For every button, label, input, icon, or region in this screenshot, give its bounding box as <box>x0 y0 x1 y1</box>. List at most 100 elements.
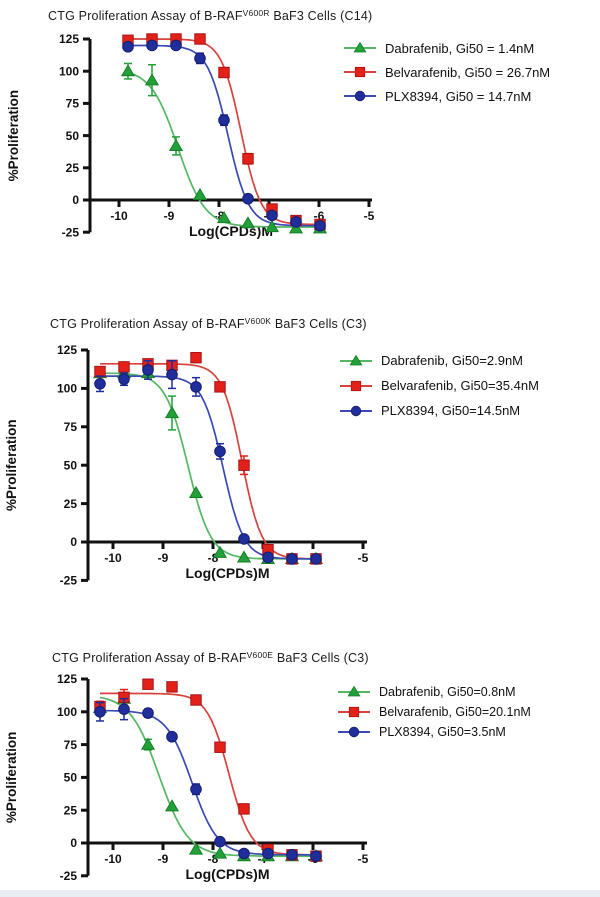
legend-item-dabrafenib: Dabrafenib, Gi50=0.8nM <box>336 682 531 702</box>
title-text: CTG Proliferation Assay of B-RAF <box>48 9 243 23</box>
data-point-circle <box>142 364 154 376</box>
plot-area: 1251007550250-25-10-9-8-7-6-5Log(CPDs)M%… <box>0 26 600 261</box>
curve-belvarafenib <box>100 362 317 560</box>
data-point-triangle <box>120 64 136 77</box>
series-plx8394 <box>94 360 322 565</box>
legend-item-plx8394: PLX8394, Gi50=3.5nM <box>336 722 531 742</box>
data-point-square <box>238 459 250 471</box>
title-text: CTG Proliferation Assay of B-RAF <box>50 317 245 331</box>
data-point-triangle <box>188 842 204 855</box>
y-tick-label: 50 <box>64 458 78 472</box>
circle-marker-icon <box>342 89 378 103</box>
y-tick-label: -25 <box>60 574 78 588</box>
data-point-circle <box>94 706 106 718</box>
title-superscript: V600R <box>242 8 270 18</box>
chart-block-v600e: CTG Proliferation Assay of B-RAFV600E Ba… <box>0 640 600 897</box>
data-point-circle <box>310 553 322 565</box>
x-tick-label: -10 <box>104 551 122 565</box>
data-point-square <box>94 365 106 378</box>
data-point-square <box>190 694 202 706</box>
chart-block-v600k: CTG Proliferation Assay of B-RAFV600K Ba… <box>0 302 600 640</box>
y-axis-title: %Proliferation <box>6 90 21 182</box>
y-tick-label: 50 <box>66 129 80 143</box>
curve-dabrafenib <box>99 372 316 560</box>
data-point-circle <box>242 192 254 205</box>
chart-svg: 1251007550250-25-10-9-8-7-6-5Log(CPDs)M%… <box>4 343 369 587</box>
x-axis-title: Log(CPDs)M <box>186 866 270 882</box>
legend-label: PLX8394, Gi50=14.5nM <box>381 403 521 418</box>
x-tick-label: -5 <box>358 551 369 565</box>
circle-marker-icon <box>336 725 372 739</box>
data-point-triangle <box>212 545 228 558</box>
legend-item-belvarafenib: Belvarafenib, Gi50 = 26.7nM <box>342 60 550 84</box>
legend-item-belvarafenib: Belvarafenib, Gi50=35.4nM <box>338 373 539 398</box>
data-point-triangle <box>192 187 208 200</box>
legend-item-dabrafenib: Dabrafenib, Gi50=2.9nM <box>338 348 539 373</box>
title-suffix: BaF3 Cells (C3) <box>273 651 369 665</box>
triangle-marker-icon <box>338 354 374 368</box>
curve-dabrafenib <box>127 71 320 228</box>
x-tick-label: -9 <box>158 551 169 565</box>
series-dabrafenib <box>92 366 324 564</box>
legend-item-belvarafenib: Belvarafenib, Gi50=20.1nM <box>336 702 531 722</box>
y-tick-label: 100 <box>57 382 77 396</box>
curve-belvarafenib <box>100 692 317 856</box>
triangle-marker-icon <box>336 685 372 699</box>
y-tick-label: 125 <box>59 32 79 46</box>
data-point-square <box>142 678 154 690</box>
data-point-circle <box>94 377 106 390</box>
series-plx8394 <box>94 697 322 862</box>
data-point-circle <box>310 850 322 862</box>
series-dabrafenib <box>92 691 324 862</box>
legend-marker-glyph <box>344 41 376 53</box>
x-tick-label: -8 <box>208 551 219 565</box>
data-point-triangle <box>188 485 204 498</box>
y-tick-label: 0 <box>70 535 77 549</box>
legend-marker-glyph <box>340 380 372 391</box>
axis-labels: 1251007550250-25-10-9-8-7-6-5Log(CPDs)M%… <box>4 343 369 587</box>
chart-title: CTG Proliferation Assay of B-RAFV600R Ba… <box>48 8 372 23</box>
data-point-circle <box>214 445 226 458</box>
curve-plx8394 <box>100 709 316 856</box>
square-marker-icon <box>338 379 374 393</box>
y-tick-label: 75 <box>64 738 78 752</box>
title-suffix: BaF3 Cells (C3) <box>271 317 367 331</box>
data-point-circle <box>290 216 302 228</box>
axis-labels: 1251007550250-25-10-9-8-7-6-5Log(CPDs)M%… <box>6 32 375 239</box>
y-tick-label: 125 <box>57 672 77 686</box>
data-point-square <box>242 153 254 165</box>
square-marker-icon <box>342 65 378 79</box>
data-point-triangle <box>164 799 180 812</box>
y-axis-title: %Proliferation <box>4 732 19 824</box>
legend-label: Dabrafenib, Gi50=2.9nM <box>381 353 524 368</box>
data-point-circle <box>262 551 274 564</box>
data-point-triangle <box>212 846 228 859</box>
x-tick-label: -8 <box>208 852 219 866</box>
data-point-triangle <box>140 737 156 750</box>
legend-marker-glyph <box>344 66 376 78</box>
data-point-circle <box>194 52 206 65</box>
plot-area: 1251007550250-25-10-9-8-7-6-5Log(CPDs)M%… <box>0 665 600 890</box>
x-tick-label: -10 <box>104 852 122 866</box>
data-point-square <box>166 681 178 693</box>
data-point-circle <box>286 553 298 565</box>
data-point-circle <box>314 219 326 232</box>
x-axis-title: Log(CPDs)M <box>186 565 270 581</box>
legend-item-plx8394: PLX8394, Gi50 = 14.7nM <box>342 84 550 108</box>
data-point-circle <box>166 730 178 743</box>
curve-dabrafenib <box>99 696 316 857</box>
x-tick-label: -5 <box>364 209 375 223</box>
data-point-triangle <box>144 73 160 86</box>
curve-plx8394 <box>100 375 316 560</box>
y-tick-label: 0 <box>70 836 77 850</box>
chart-svg: 1251007550250-25-10-9-8-7-6-5Log(CPDs)M%… <box>6 32 375 239</box>
y-axis-title: %Proliferation <box>4 419 19 511</box>
x-tick-label: -5 <box>358 852 369 866</box>
legend-label: Dabrafenib, Gi50 = 1.4nM <box>385 40 535 56</box>
data-point-circle <box>238 847 250 860</box>
legend-marker-glyph <box>338 685 370 697</box>
series-dabrafenib <box>120 62 328 234</box>
axis-labels: 1251007550250-25-10-9-8-7-6-5Log(CPDs)M%… <box>4 672 369 883</box>
y-tick-label: 125 <box>57 343 77 357</box>
